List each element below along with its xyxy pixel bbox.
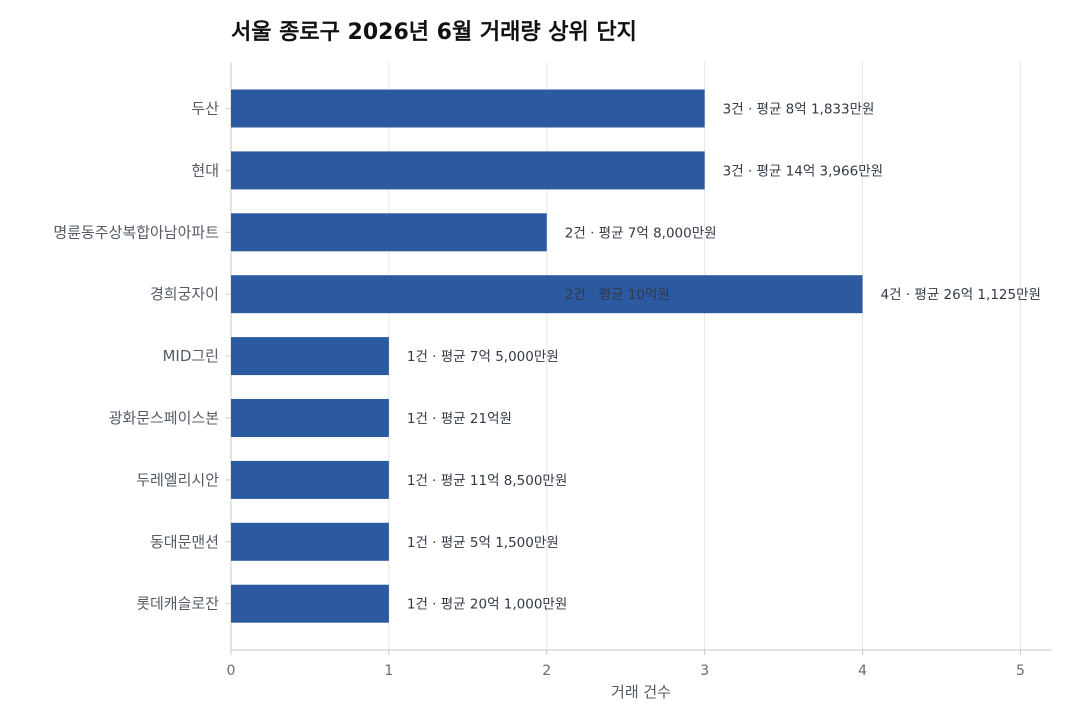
data-label: 1건 · 평균 21억원 — [407, 411, 512, 427]
chart-title: 서울 종로구 2026년 6월 거래량 상위 단지 — [231, 20, 637, 45]
bar — [231, 460, 389, 499]
y-tick-label: 두산 — [191, 100, 219, 118]
y-tick-label: 광화문스페이스본 — [109, 409, 219, 427]
y-tick-label: MID그린 — [162, 347, 219, 365]
data-label: 2건 · 평균 7억 8,000만원 — [565, 225, 717, 241]
y-tick-label: 경희궁자이 — [150, 285, 219, 303]
y-tick-label: 롯데캐슬로잔 — [136, 595, 219, 613]
data-label: 1건 · 평균 11억 8,500만원 — [407, 473, 567, 489]
data-label: 1건 · 평균 7억 5,000만원 — [407, 349, 559, 365]
bar — [231, 522, 389, 561]
data-label: 1건 · 평균 5억 1,500만원 — [407, 535, 559, 551]
x-tick-labels: 0 1 2 3 4 5 — [227, 663, 1025, 679]
bar — [231, 584, 389, 623]
data-label: 4건 · 평균 26억 1,125만원 — [881, 287, 1041, 303]
x-tick-label: 4 — [858, 663, 867, 679]
y-tick-label: 명륜동주상복합아남아파트 — [53, 223, 219, 241]
y-tick-label: 현대 — [191, 161, 219, 179]
data-labels: 3건 · 평균 8억 1,833만원 3건 · 평균 14억 3,966만원 2건 … — [407, 102, 1041, 613]
bar — [231, 337, 389, 376]
data-label: 3건 · 평균 8억 1,833만원 — [723, 102, 875, 118]
bar — [231, 213, 547, 252]
y-tick-label: 동대문맨션 — [150, 533, 219, 551]
bar — [231, 151, 705, 190]
x-tick-label: 1 — [384, 663, 393, 679]
bars — [231, 89, 863, 623]
data-label: 3건 · 평균 14억 3,966만원 — [723, 163, 883, 179]
x-axis-label: 거래 건수 — [611, 683, 671, 701]
bar — [231, 275, 863, 314]
bar — [231, 399, 389, 437]
annotation-label: 2건 · 평균 10억원 — [565, 287, 670, 303]
x-tick-label: 0 — [227, 663, 236, 679]
x-tick-label: 3 — [700, 663, 709, 679]
x-tick-label: 2 — [542, 663, 551, 679]
bar — [231, 89, 705, 128]
data-label: 1건 · 평균 20억 1,000만원 — [407, 597, 567, 613]
y-tick-label: 두레엘리시안 — [136, 471, 219, 489]
x-tick-label: 5 — [1016, 663, 1025, 679]
